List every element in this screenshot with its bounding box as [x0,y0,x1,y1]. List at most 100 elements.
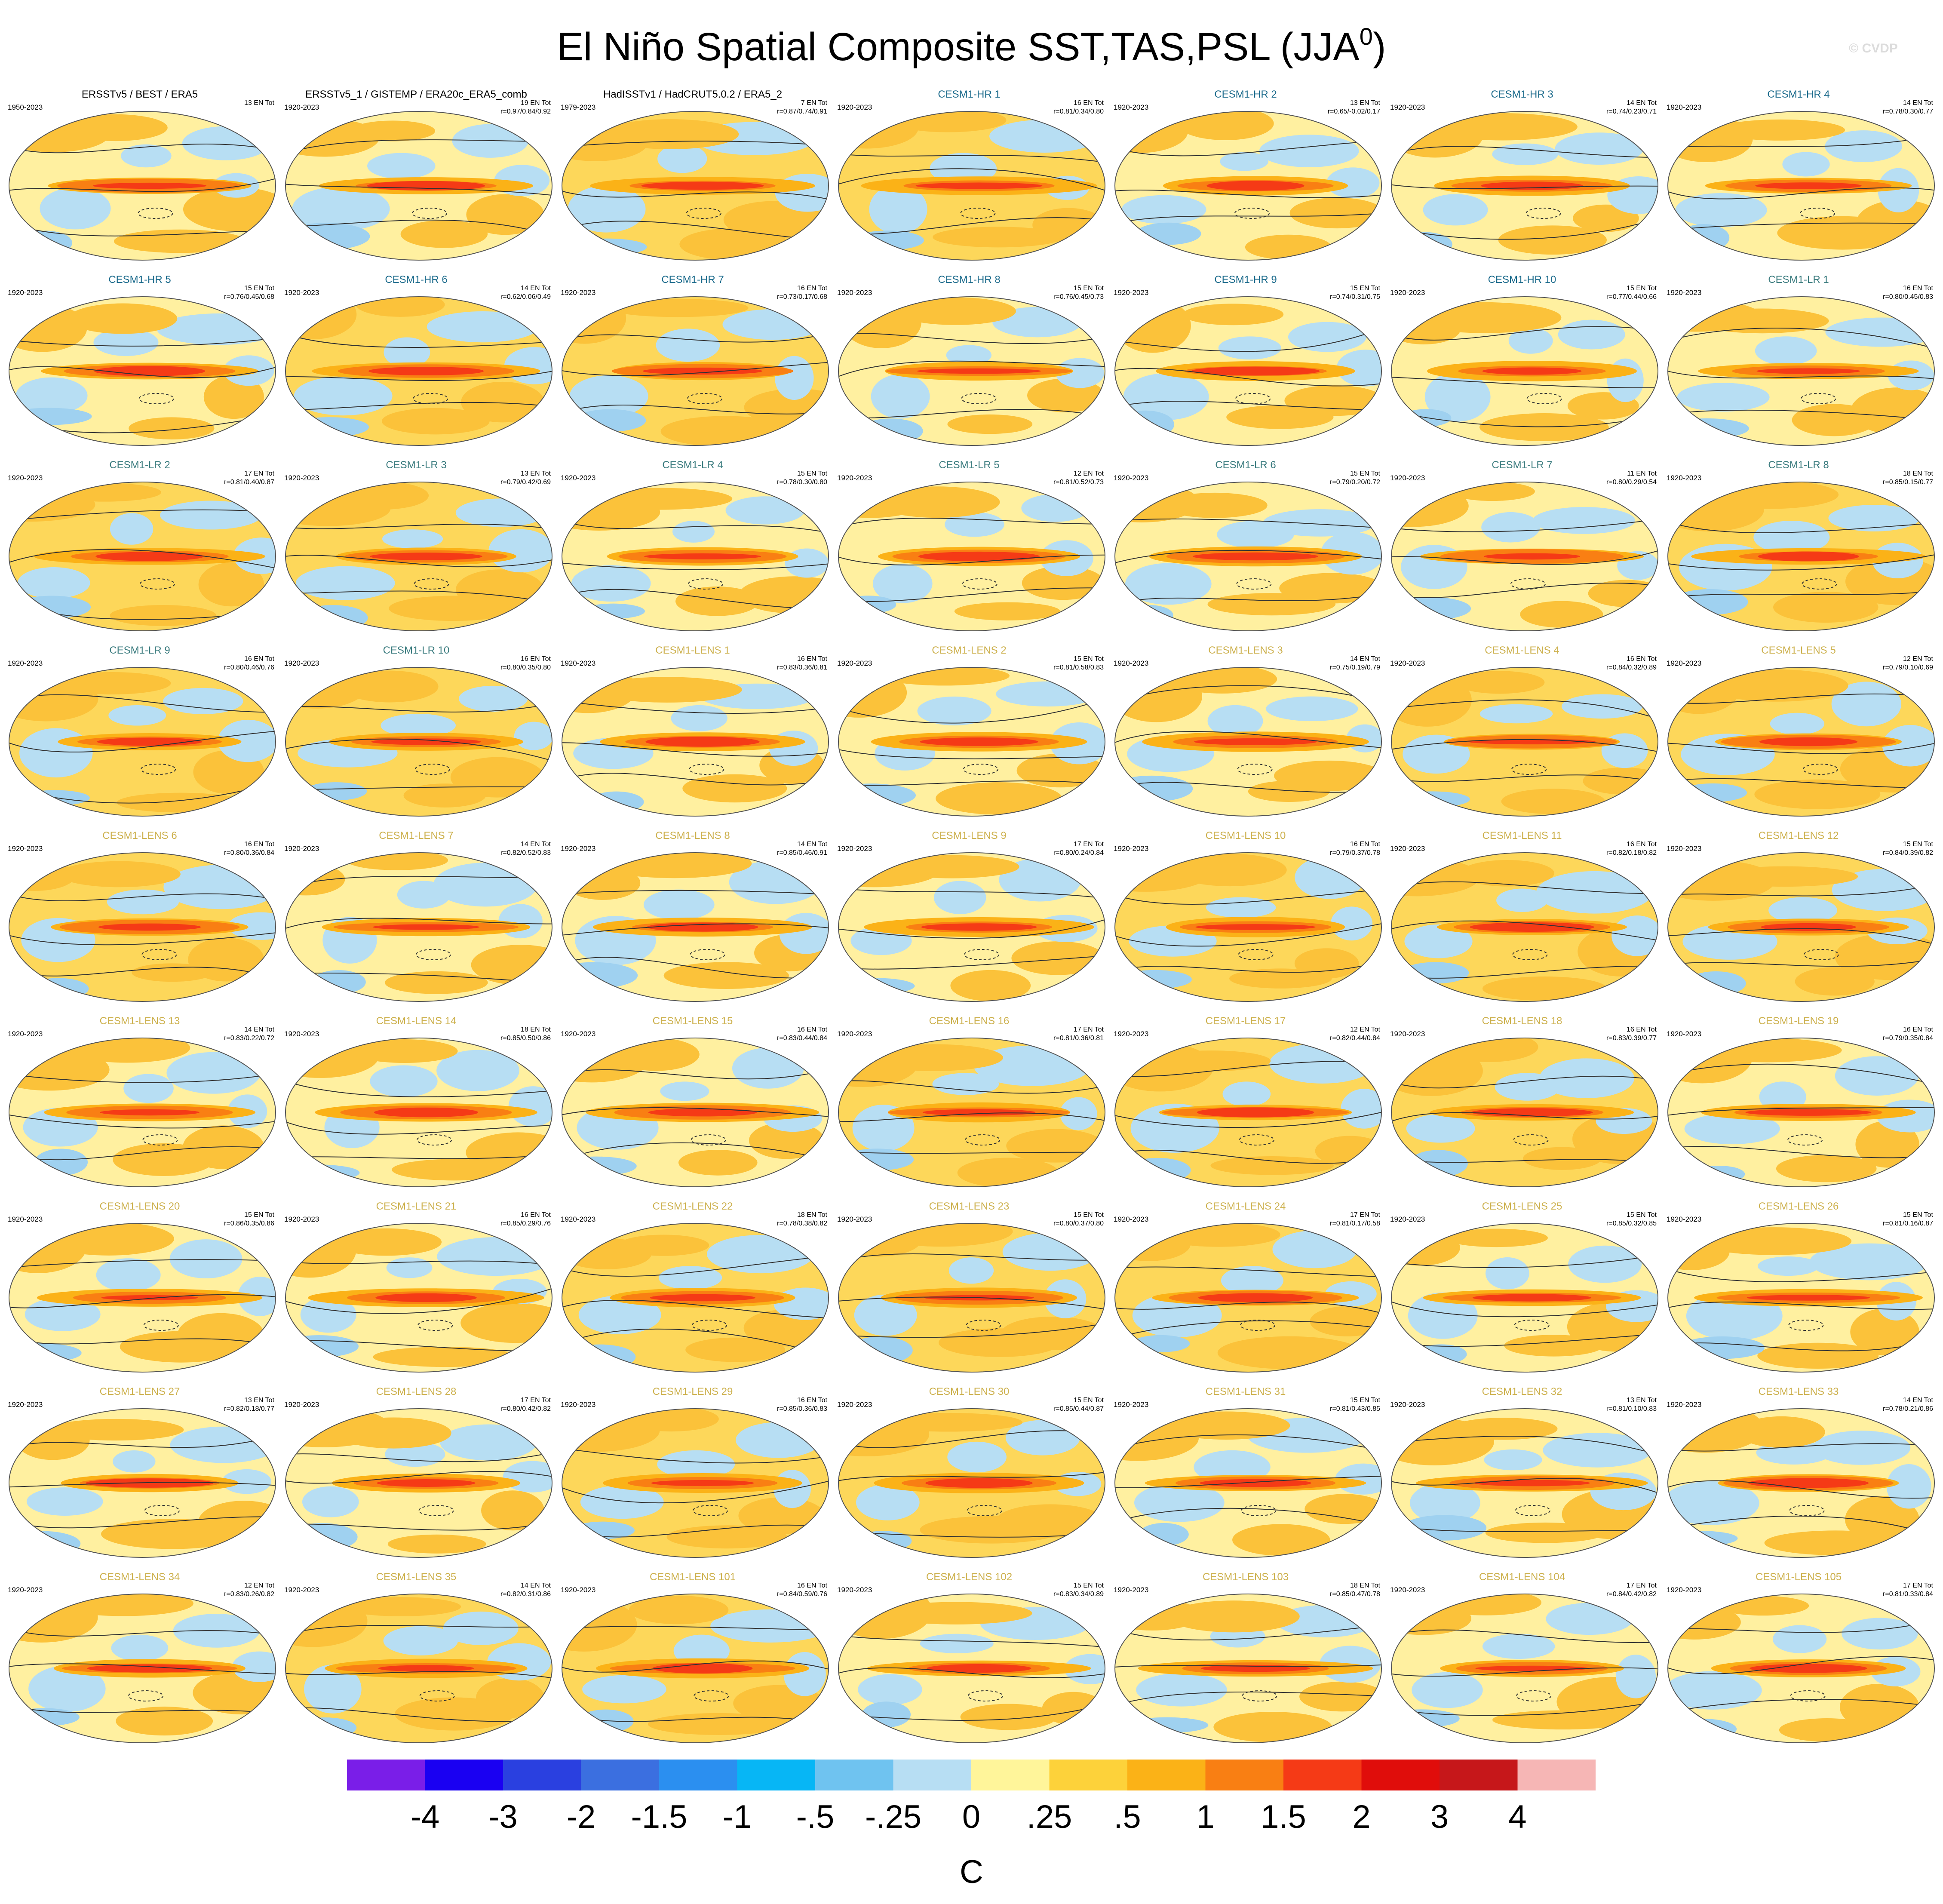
panel-title: CESM1-LENS 24 [1205,1201,1286,1212]
panel-event-count: 15 EN Tot [1350,1397,1380,1404]
panel-pattern-correlation: r=0.73/0.17/0.68 [777,293,827,301]
composite-map [1391,296,1658,446]
panel-event-count: 12 EN Tot [244,1582,274,1589]
panel-title: CESM1-LENS 19 [1758,1015,1839,1027]
panel-pattern-correlation: r=0.81/0.33/0.84 [1883,1591,1933,1598]
panel-title: CESM1-HR 2 [1214,89,1277,100]
panel-title: CESM1-LENS 8 [655,830,730,841]
panel-event-count: 17 EN Tot [1350,1211,1380,1219]
colorbar-swatch [659,1760,737,1790]
composite-map [1114,296,1382,446]
panel-event-count: 12 EN Tot [1350,1026,1380,1033]
panel-event-count: 15 EN Tot [1903,1211,1933,1219]
panel-title: CESM1-LENS 26 [1758,1201,1839,1212]
panel-pattern-correlation: r=0.85/0.46/0.91 [777,849,827,857]
panel-event-count: 15 EN Tot [244,285,274,292]
map-panel: CESM1-LR 8 1920-2023 18 EN Tot r=0.85/0.15/… [1661,457,1937,634]
panel-title: CESM1-LENS 32 [1482,1386,1562,1397]
panel-years: 1920-2023 [1114,289,1149,297]
colorbar-tick-labels: -4 -3 -2 -1.5 -1 -.5 -.25 0 .25 .5 1 1.5 2 3 4 [0,1798,1943,1837]
colorbar [347,1760,1596,1790]
map-panel: CESM1-LR 1 1920-2023 16 EN Tot r=0.80/0.45/… [1661,271,1937,448]
panel-years: 1920-2023 [1667,1586,1702,1594]
panel-stats: 15 EN Tot r=0.86/0.35/0.86 [224,1211,274,1228]
map-panel: CESM1-LENS 2 1920-2023 15 EN Tot r=0.81/0.5… [831,642,1107,819]
composite-map [838,111,1105,261]
panel-title: CESM1-LENS 2 [932,645,1007,656]
panel-years: 1920-2023 [284,103,319,111]
colorbar-swatch [893,1760,972,1790]
map-panel: CESM1-LENS 8 1920-2023 14 EN Tot r=0.85/0.4… [555,827,831,1004]
panel-pattern-correlation: r=0.78/0.21/0.86 [1883,1405,1933,1413]
composite-map [562,296,829,446]
colorbar-tick-label: -2 [566,1799,596,1835]
panel-pattern-correlation: r=0.85/0.44/0.87 [1053,1405,1104,1413]
colorbar-swatch [581,1760,660,1790]
composite-map [1114,111,1382,261]
composite-map [838,1038,1105,1187]
cvdp-watermark: © CVDP [1849,41,1898,55]
panel-title: CESM1-LENS 17 [1205,1015,1286,1027]
panel-years: 1920-2023 [837,289,872,297]
composite-map [562,1223,829,1373]
composite-map [1667,1223,1935,1373]
panel-stats: 16 EN Tot r=0.82/0.18/0.82 [1606,840,1657,857]
panel-pattern-correlation: r=0.78/0.30/0.80 [777,479,827,486]
panel-title: CESM1-LENS 11 [1482,830,1562,841]
panel-years: 1920-2023 [561,845,596,853]
panel-title: CESM1-HR 3 [1491,89,1553,100]
panel-years: 1920-2023 [8,1586,43,1594]
map-panel: CESM1-LENS 33 1920-2023 14 EN Tot r=0.78/0.… [1661,1383,1937,1560]
panel-pattern-correlation: r=0.79/0.37/0.78 [1330,849,1380,857]
colorbar-tick-label: 1.5 [1261,1799,1306,1835]
map-panel: CESM1-LR 3 1920-2023 13 EN Tot r=0.79/0.42/… [278,457,554,634]
panel-stats: 15 EN Tot r=0.85/0.44/0.87 [1053,1396,1104,1413]
panel-years: 1920-2023 [8,1030,43,1038]
composite-map [838,852,1105,1002]
colorbar-tick-label: 3 [1430,1799,1449,1835]
panel-years: 1920-2023 [284,1215,319,1223]
colorbar-tick-label: -.25 [865,1799,921,1835]
panel-event-count: 15 EN Tot [1903,841,1933,848]
panel-stats: 13 EN Tot r=0.65/-0.02/0.17 [1328,99,1380,116]
map-panel: CESM1-LENS 18 1920-2023 16 EN Tot r=0.83/0.… [1384,1013,1660,1190]
panel-event-count: 16 EN Tot [1627,655,1657,663]
panel-pattern-correlation: r=0.81/0.36/0.81 [1053,1035,1104,1042]
panel-years: 1920-2023 [561,1586,596,1594]
panel-title: CESM1-LR 3 [386,459,447,471]
composite-map [1391,1408,1658,1558]
panel-title: CESM1-LENS 14 [376,1015,457,1027]
panel-stats: 16 EN Tot r=0.85/0.36/0.83 [777,1396,827,1413]
panel-years: 1920-2023 [837,1586,872,1594]
panel-years: 1920-2023 [1390,103,1425,111]
composite-map [9,482,276,631]
panel-event-count: 13 EN Tot [1350,99,1380,107]
panel-title: CESM1-LENS 105 [1755,1571,1842,1583]
panel-event-count: 16 EN Tot [1903,1026,1933,1033]
panel-years: 1920-2023 [1114,1030,1149,1038]
panel-pattern-correlation: r=0.81/0.52/0.73 [1053,479,1104,486]
panel-event-count: 16 EN Tot [797,655,827,663]
panel-stats: 17 EN Tot r=0.81/0.17/0.58 [1330,1211,1380,1228]
panel-years: 1920-2023 [1390,845,1425,853]
panel-pattern-correlation: r=0.81/0.17/0.58 [1330,1220,1380,1227]
composite-map [9,667,276,817]
panel-event-count: 12 EN Tot [1074,470,1104,477]
panel-title: CESM1-LENS 6 [102,830,177,841]
panel-stats: 15 EN Tot r=0.77/0.44/0.66 [1606,284,1657,301]
panel-title: CESM1-LR 4 [662,459,723,471]
panel-pattern-correlation: r=0.79/0.10/0.69 [1883,664,1933,671]
panel-stats: 11 EN Tot r=0.80/0.29/0.54 [1606,470,1657,487]
panel-title: CESM1-LENS 30 [929,1386,1010,1397]
panel-years: 1920-2023 [1114,1400,1149,1409]
panel-stats: 15 EN Tot r=0.79/0.20/0.72 [1330,470,1380,487]
panel-title: CESM1-HR 6 [385,274,448,286]
composite-map [1667,111,1935,261]
composite-map [9,111,276,261]
panel-stats: 16 EN Tot r=0.83/0.39/0.77 [1606,1026,1657,1043]
panel-title: CESM1-LENS 21 [376,1201,457,1212]
composite-map [285,296,553,446]
panel-title: CESM1-LENS 22 [652,1201,733,1212]
panel-pattern-correlation: r=0.65/-0.02/0.17 [1327,108,1380,115]
panel-pattern-correlation: r=0.79/0.42/0.69 [500,479,551,486]
